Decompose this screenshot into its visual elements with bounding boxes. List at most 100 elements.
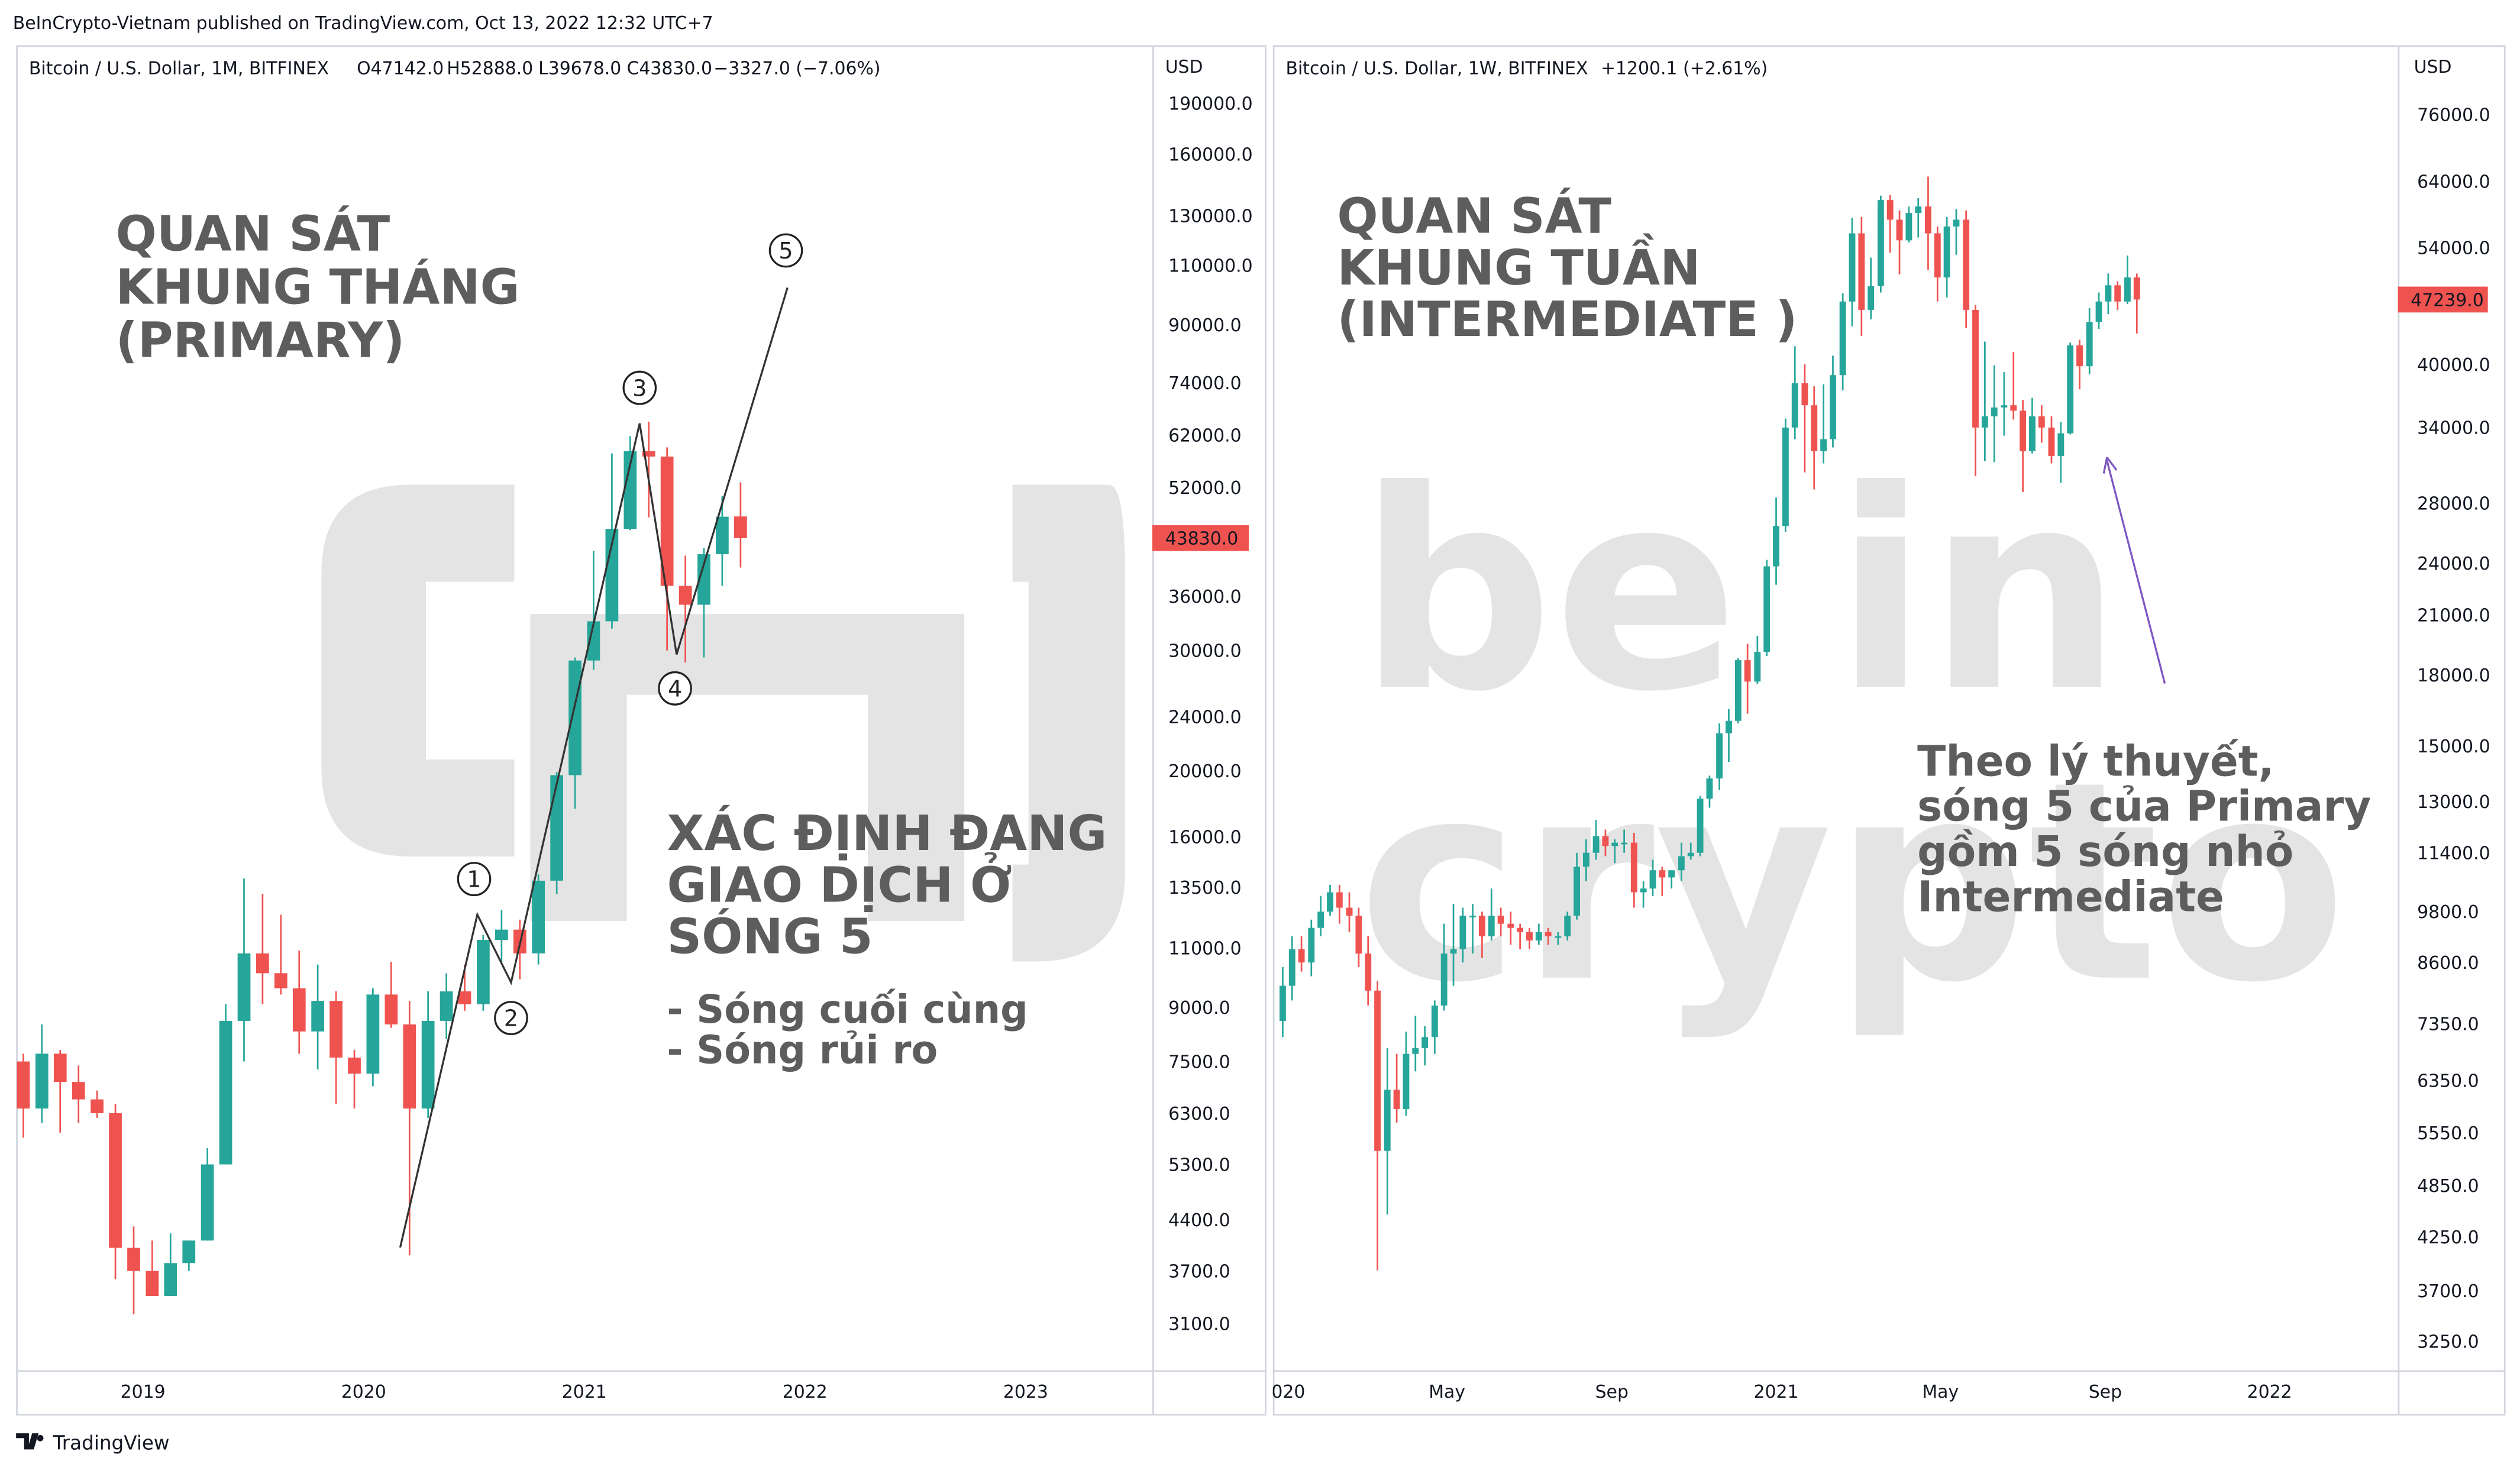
y-tick-label: 24000.0 [1168, 707, 1242, 728]
x-tick-label: May [1429, 1382, 1465, 1402]
candle-body [182, 1240, 196, 1263]
candle-body [1535, 932, 1542, 941]
y-tick-label: 3700.0 [1168, 1262, 1230, 1282]
candle-body [1440, 954, 1448, 1006]
y-tick-label: 110000.0 [1168, 256, 1253, 276]
candle-body [1791, 383, 1798, 428]
candle-body [1545, 932, 1552, 936]
candle-body [1744, 660, 1751, 682]
candle-body [1934, 233, 1941, 278]
candle-body [1915, 206, 1922, 214]
candle-body [2124, 277, 2131, 302]
candle-body [1801, 383, 1808, 406]
candle-body [1582, 852, 1589, 867]
ohlc-legend: +1200.1 (+2.61%) [1601, 59, 1768, 79]
candle-body [550, 775, 563, 881]
candle-body [1649, 870, 1656, 889]
last-price-label: 47239.0 [2411, 290, 2484, 311]
y-tick-label: 5550.0 [2417, 1123, 2479, 1144]
right-panel [1272, 45, 2506, 1416]
annotation: - Sóng rủi ro [667, 1027, 938, 1072]
y-tick-label: 7500.0 [1168, 1052, 1230, 1072]
x-axis: 2020 May Sep 2021 May Sep 2022 [1260, 1382, 2292, 1402]
candle-body [1592, 836, 1600, 853]
candle-body [1412, 1048, 1419, 1054]
candle-body [1403, 1053, 1410, 1110]
wave-label: 1 [467, 867, 481, 893]
candle-body [734, 516, 747, 538]
x-tick-label: May [1922, 1382, 1959, 1402]
candle-body [1317, 912, 1324, 928]
y-tick-label: 40000.0 [2417, 355, 2490, 376]
candle-body [1517, 927, 1524, 932]
candle-body [642, 451, 655, 457]
candle-body [2057, 433, 2065, 456]
candle-body [1896, 219, 1903, 241]
candle-body [2048, 427, 2055, 456]
y-tick-label: 24000.0 [2417, 554, 2490, 574]
y-tick-label: 34000.0 [2417, 418, 2490, 439]
y-tick-label: 28000.0 [2417, 493, 2490, 514]
candle-body [53, 1053, 67, 1082]
wave-label: 2 [504, 1006, 518, 1032]
candle-body [495, 929, 508, 941]
candle-body [2114, 285, 2121, 302]
x-tick-label: 2020 [1260, 1382, 1305, 1402]
candle-body [1450, 949, 1457, 954]
wave-label: 3 [632, 375, 647, 401]
x-tick-label: Sep [2089, 1382, 2122, 1402]
candle-body [1564, 915, 1571, 936]
candle-body [2133, 277, 2140, 300]
y-tick-label: 4400.0 [1168, 1210, 1230, 1231]
annotation: KHUNG THÁNG [116, 258, 520, 315]
candle-body [1763, 566, 1771, 652]
candle-body [237, 953, 251, 1021]
candle-body [72, 1082, 85, 1100]
y-tick-label: 13000.0 [2417, 792, 2490, 813]
y-tick-label: 54000.0 [2417, 238, 2490, 258]
candle-body [1355, 915, 1362, 954]
y-tick-label: 4250.0 [2417, 1227, 2479, 1248]
annotation: Intermediate [1917, 872, 2224, 922]
y-tick-label: 160000.0 [1168, 144, 1253, 165]
candles [1279, 176, 2140, 1271]
candle-body [1279, 985, 1286, 1022]
last-price-tag [2398, 286, 2488, 313]
tv-logo [16, 1433, 44, 1450]
candle-body [1526, 932, 1533, 941]
y-tick-label: 36000.0 [1168, 587, 1242, 607]
candle-body [1678, 856, 1685, 871]
wave-label: 4 [668, 676, 682, 702]
annotation: QUAN SÁT [116, 205, 390, 262]
candle-body [329, 1001, 343, 1058]
logo-watermark [321, 484, 1125, 962]
y-tick-label: 3100.0 [1168, 1314, 1230, 1334]
footer: TradingView [53, 1431, 170, 1454]
wave-circle [494, 1001, 528, 1035]
candle-body [1497, 915, 1504, 924]
candle-body [1365, 954, 1372, 991]
candle-body [1346, 907, 1353, 916]
candle-body [146, 1271, 159, 1297]
y-tick-label: 3250.0 [2417, 1332, 2479, 1352]
candle-body [403, 1024, 416, 1109]
wave-line [399, 287, 789, 1248]
annotation: (INTERMEDIATE ) [1337, 292, 1797, 348]
annotation: SÓNG 5 [667, 908, 873, 965]
left-panel [16, 45, 1267, 1416]
candle-body [1469, 915, 1476, 917]
x-tick-label: 2021 [562, 1382, 607, 1402]
y-tick-label: 62000.0 [1168, 426, 1242, 447]
wave-circle [622, 370, 657, 405]
candle-body [109, 1113, 122, 1248]
candle-body [1507, 923, 1514, 928]
y-tick-label: 4850.0 [2417, 1176, 2479, 1197]
wave-label: 5 [778, 238, 793, 264]
candle-body [1574, 867, 1580, 916]
ohlc-legend: C43830.0 [627, 59, 712, 79]
candle-body [1421, 1037, 1429, 1049]
y-tick-label: 13500.0 [1168, 878, 1242, 899]
candle-body [1820, 439, 1827, 451]
candle-body [1630, 842, 1637, 893]
